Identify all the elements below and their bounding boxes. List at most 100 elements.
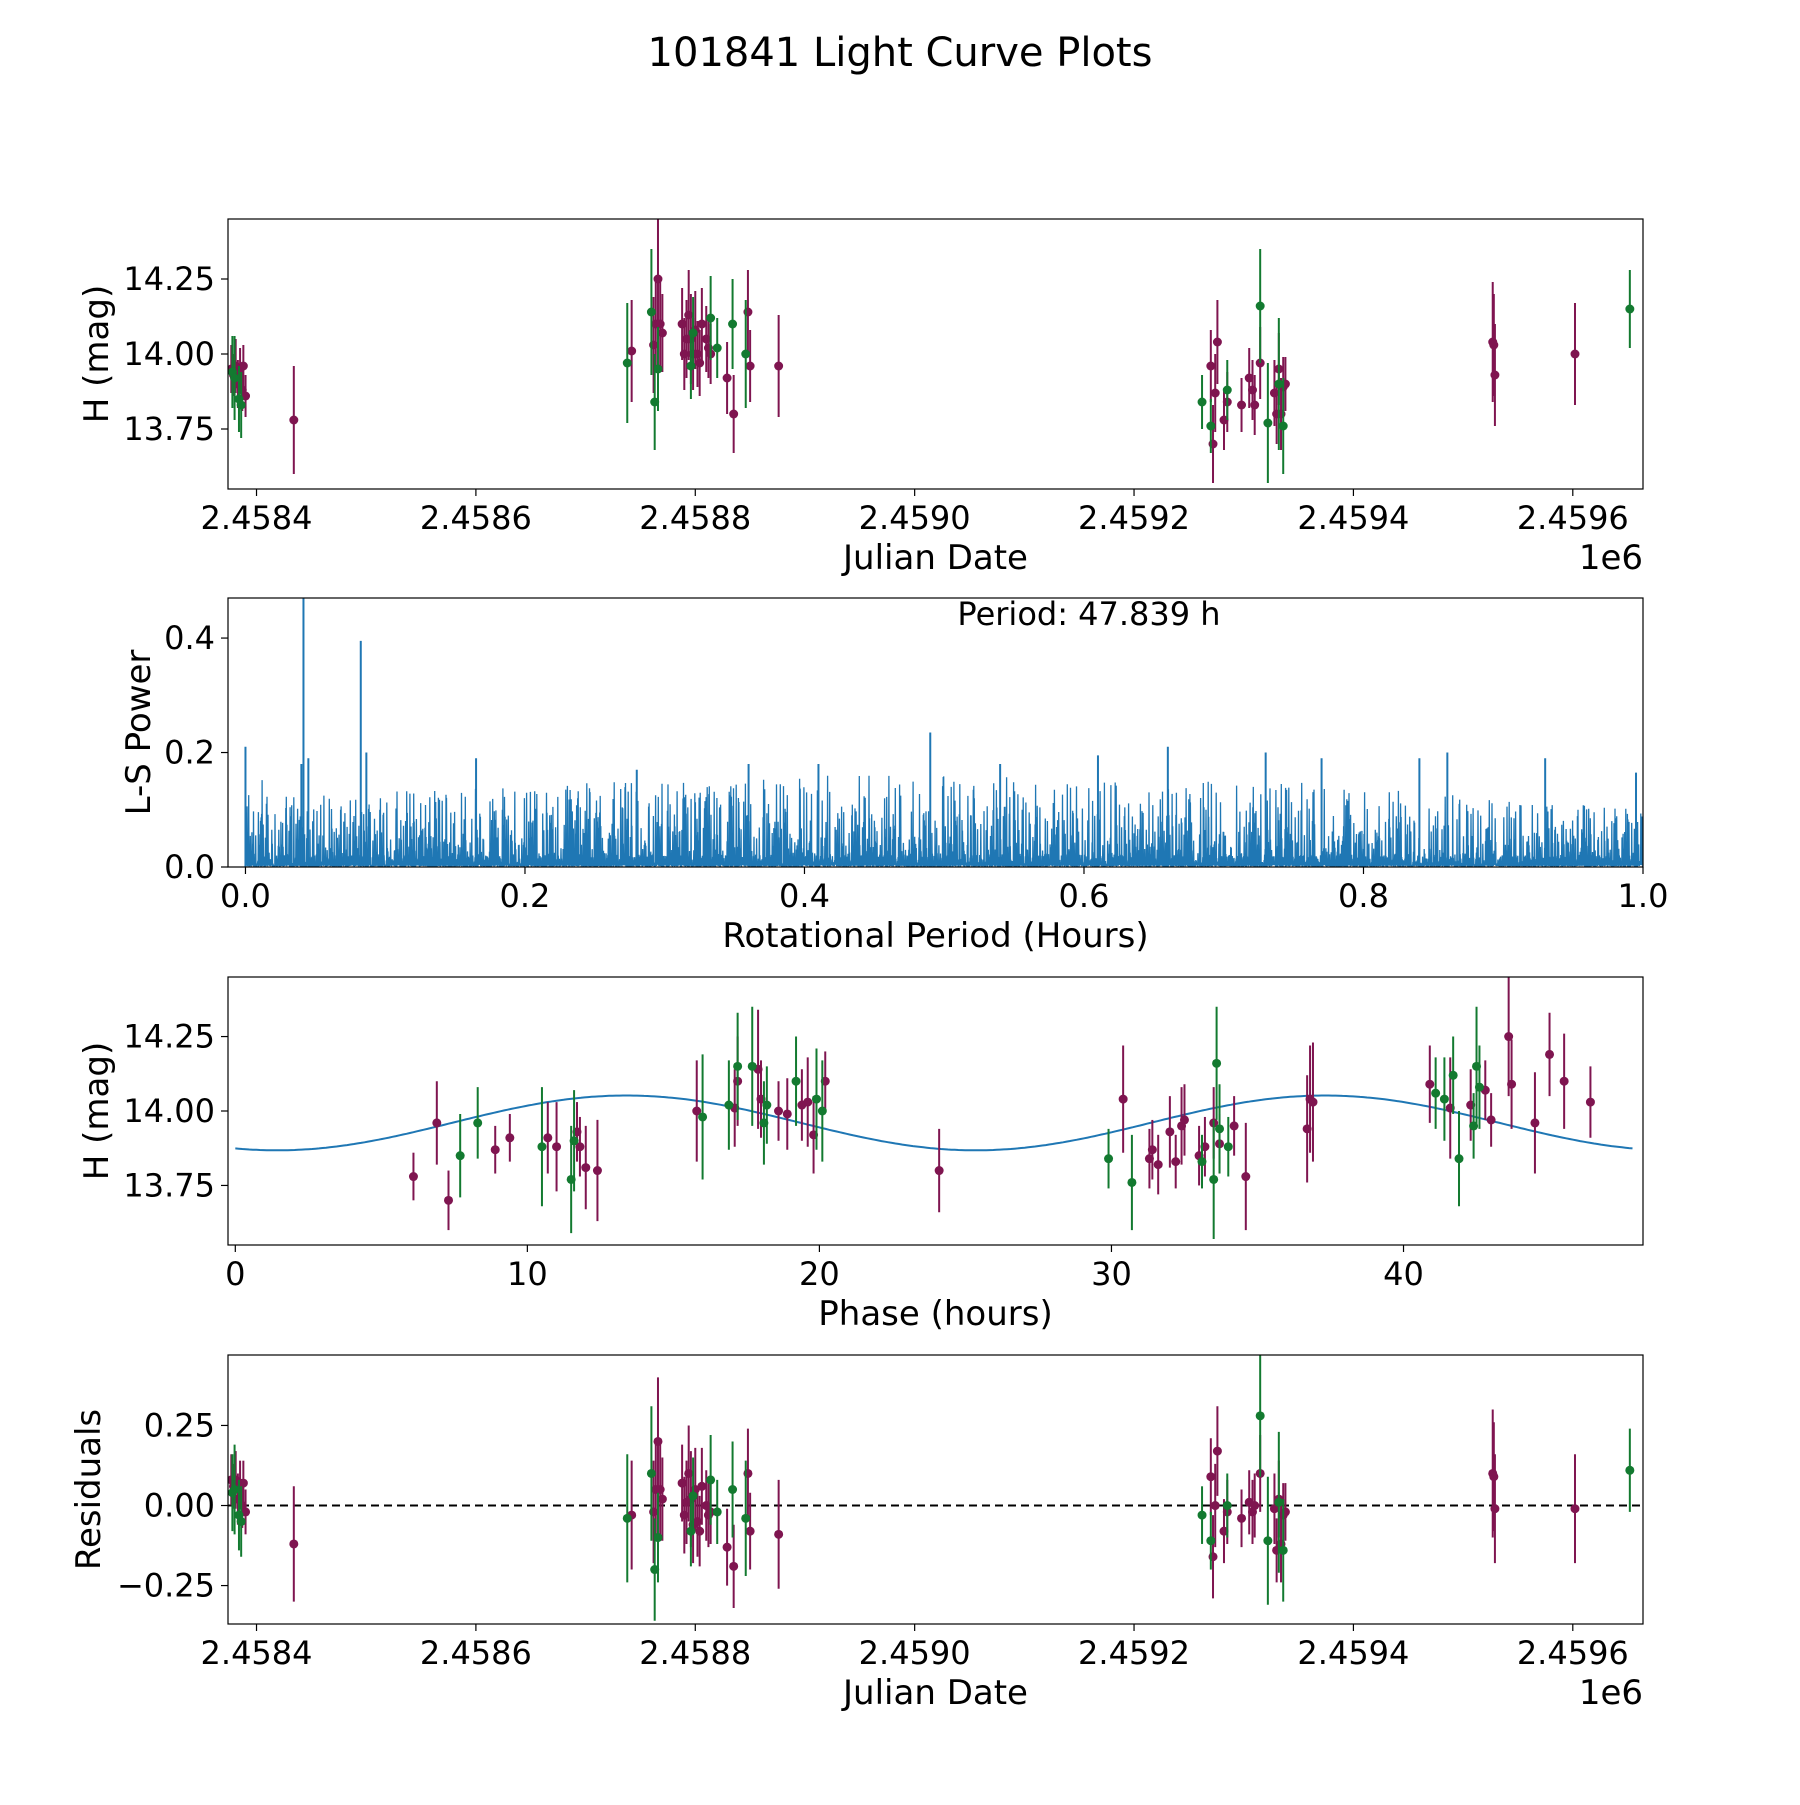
series-purple [228, 219, 1580, 483]
data-point [505, 1133, 515, 1143]
x-tick-label: 0 [225, 1255, 245, 1293]
data-point [455, 1151, 465, 1161]
data-point [650, 397, 660, 407]
x-tick-label: 1.0 [1618, 877, 1669, 915]
x-tick-label: 2.4592 [1078, 499, 1190, 537]
data-point [1212, 337, 1222, 347]
y-axis-label: H (mag) [77, 285, 117, 423]
data-point [1210, 1501, 1220, 1511]
data-point [729, 409, 739, 419]
periodogram-line [244, 775, 1643, 867]
data-point [1308, 1097, 1318, 1107]
y-tick-label: 0.00 [144, 1487, 215, 1525]
series-green [228, 249, 1635, 483]
data-point [1250, 400, 1260, 410]
data-point [1504, 1032, 1514, 1042]
data-point [688, 1491, 698, 1501]
data-point [1559, 1076, 1569, 1086]
data-point [1269, 1504, 1279, 1514]
data-point [782, 1109, 792, 1119]
data-point [1118, 1094, 1128, 1104]
series-green [455, 1006, 1484, 1240]
residuals-plot-area [228, 1355, 1643, 1621]
data-point [238, 1478, 248, 1488]
y-tick-label: 14.25 [123, 1018, 215, 1056]
data-point [1278, 1545, 1288, 1555]
data-point [747, 1061, 757, 1071]
data-point [728, 1485, 738, 1494]
data-point [1197, 1157, 1207, 1167]
data-point [1206, 1536, 1216, 1546]
data-point [1489, 1472, 1499, 1482]
data-point [1237, 1513, 1247, 1523]
data-point [774, 1529, 784, 1539]
y-axis-label: H (mag) [77, 1042, 117, 1180]
x-tick-label: 2.4584 [201, 499, 313, 537]
y-axis-label: Residuals [69, 1409, 109, 1570]
data-point [289, 415, 299, 425]
data-point [1237, 400, 1247, 410]
data-point [236, 400, 246, 410]
x-tick-label: 2.4588 [639, 1634, 751, 1672]
data-point [657, 1494, 667, 1504]
periodogram-plot-area [244, 598, 1643, 867]
data-point [569, 1136, 579, 1146]
phased-lightcurve-panel: 0 10 20 30 40 13.75 14.00 14.25 Phase (hours) H (… [77, 976, 1644, 1334]
data-point [1431, 1088, 1441, 1098]
y-tick-label: 0.2 [164, 734, 215, 772]
period-annotation: Period: 47.839 h [957, 595, 1220, 633]
x-tick-label: 30 [1091, 1255, 1132, 1293]
data-point [1570, 1504, 1580, 1514]
data-point [1127, 1177, 1137, 1187]
data-point [1489, 340, 1499, 350]
x-axis-label: Phase (hours) [818, 1294, 1052, 1334]
figure-title: 101841 Light Curve Plots [648, 30, 1153, 76]
data-point [1474, 1082, 1484, 1092]
y-tick-label: 14.00 [123, 1092, 215, 1130]
data-point [1278, 421, 1288, 431]
data-point [289, 1539, 299, 1549]
data-point [1263, 1536, 1273, 1546]
data-point [1212, 1446, 1222, 1456]
x-tick-label: 0.0 [220, 877, 271, 915]
data-point [653, 274, 663, 284]
lightcurve-plot-area [228, 219, 1635, 483]
y-tick-label: 14.25 [123, 260, 215, 298]
data-point [1209, 1174, 1219, 1184]
data-point [473, 1118, 483, 1128]
data-point [741, 1513, 751, 1523]
x-tick-label: 0.6 [1059, 877, 1110, 915]
data-point [697, 319, 707, 329]
data-point [432, 1118, 442, 1128]
x-tick-label: 2.4592 [1078, 1634, 1190, 1672]
data-point [1165, 1127, 1175, 1137]
data-point [1490, 370, 1500, 380]
data-point [592, 1166, 602, 1176]
x-tick-label: 2.4586 [420, 499, 532, 537]
data-point [1206, 421, 1216, 431]
data-point [1570, 349, 1580, 359]
data-point [1250, 1501, 1260, 1511]
data-point [230, 373, 240, 383]
x-tick-label: 2.4590 [859, 1634, 971, 1672]
data-point [646, 1468, 656, 1478]
x-offset-label: 1e6 [1579, 1673, 1643, 1713]
data-point [1439, 1094, 1449, 1104]
x-axis-label: Julian Date [841, 538, 1028, 578]
x-tick-label: 2.4588 [639, 499, 751, 537]
model-curve [235, 1094, 1633, 1152]
data-point [688, 328, 698, 338]
x-tick-label: 0.4 [779, 877, 830, 915]
data-point [1222, 385, 1232, 395]
x-tick-label: 2.4584 [201, 1634, 313, 1672]
data-point [490, 1145, 500, 1155]
series-purple [228, 1377, 1580, 1608]
data-point [653, 1533, 663, 1543]
data-point [698, 1112, 708, 1122]
data-point [697, 1481, 707, 1491]
data-point [1241, 1172, 1251, 1182]
data-point [1244, 373, 1254, 383]
data-point [1274, 1497, 1284, 1507]
data-point [622, 1513, 632, 1523]
data-point [653, 1436, 663, 1446]
